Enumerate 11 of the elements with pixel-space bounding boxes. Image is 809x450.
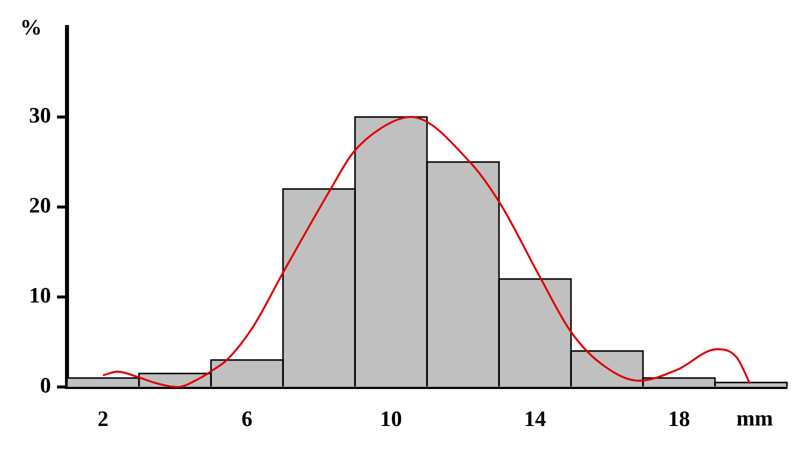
y-tick-label: 0 bbox=[40, 372, 51, 398]
x-tick-label: 10 bbox=[380, 406, 402, 431]
x-tick-label: 2 bbox=[98, 406, 108, 431]
x-tick-label: 6 bbox=[242, 406, 252, 431]
y-axis-title: % bbox=[20, 14, 42, 40]
y-tick-label: 20 bbox=[29, 192, 51, 218]
x-tick-label: 14 bbox=[524, 406, 546, 431]
y-tick-label: 10 bbox=[29, 282, 51, 308]
y-tick-label: 30 bbox=[29, 102, 51, 128]
x-tick-label: 18 bbox=[668, 406, 690, 431]
x-axis-title: mm bbox=[736, 406, 773, 431]
